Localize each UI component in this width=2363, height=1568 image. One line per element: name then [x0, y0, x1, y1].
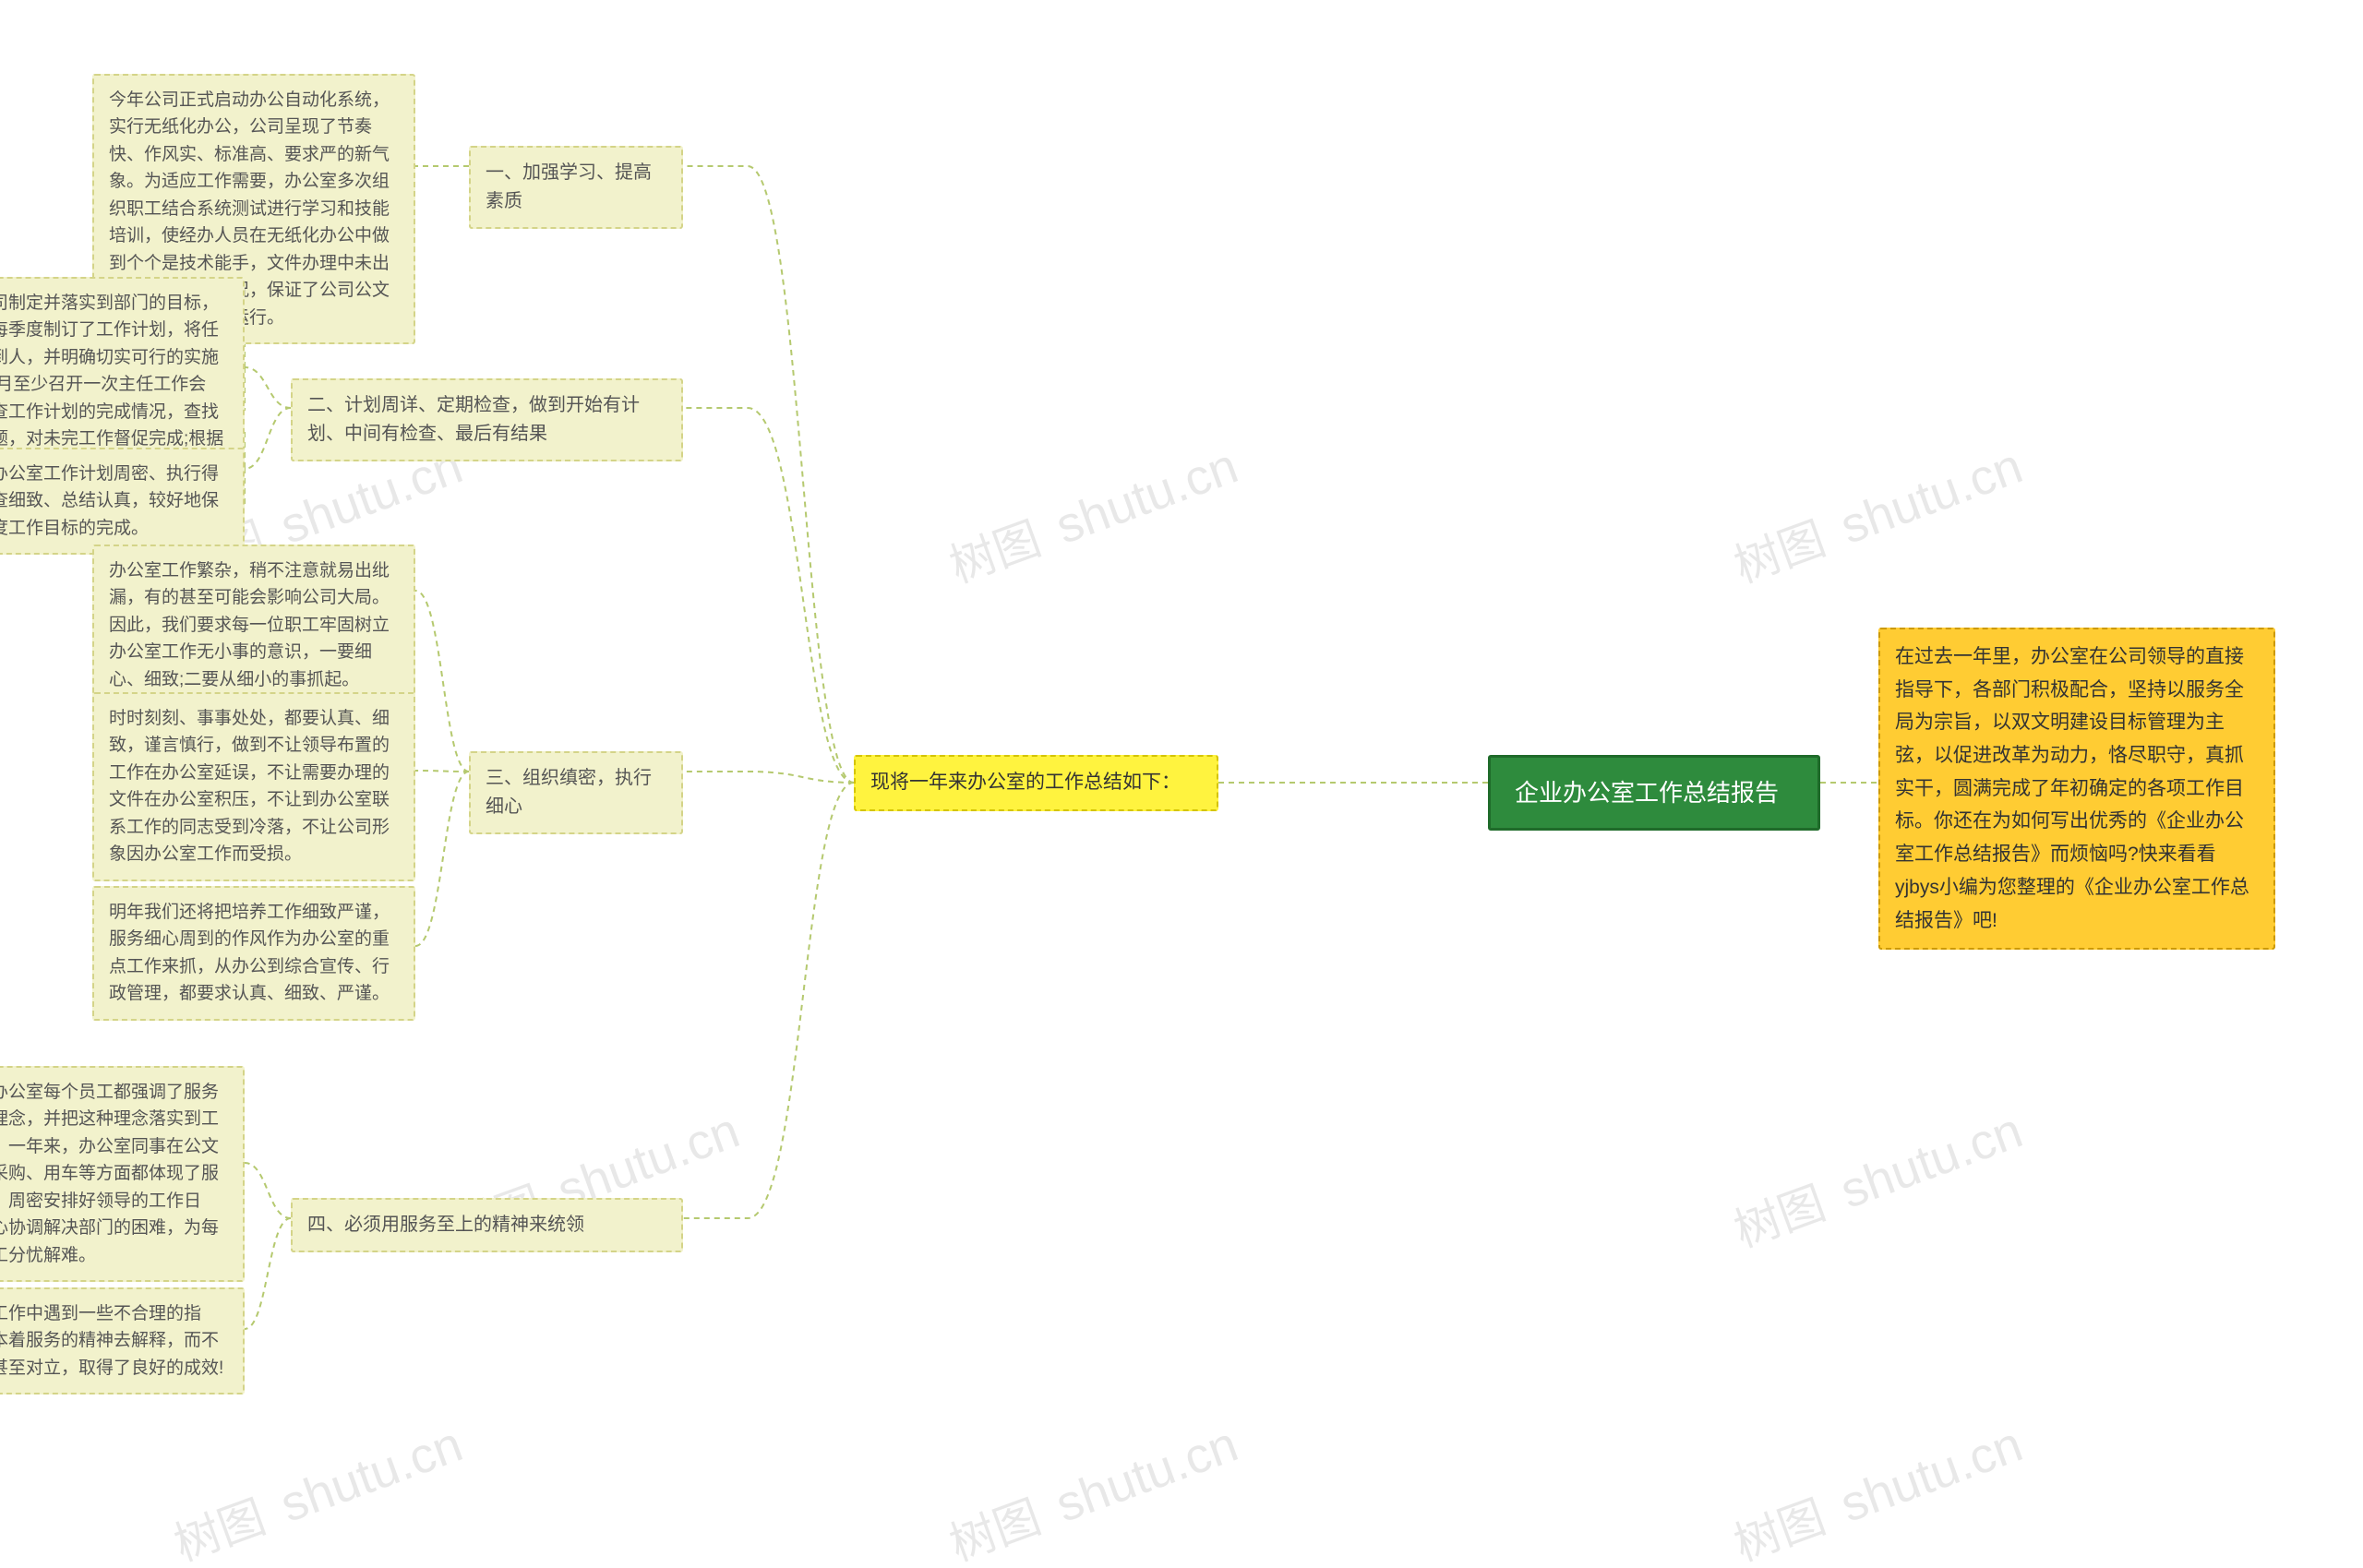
branch-3-leaf-3: 明年我们还将把培养工作细致严谨，服务细心周到的作风作为办公室的重点工作来抓，从办… [92, 886, 415, 1021]
watermark: 树图 shutu.cn [940, 430, 1246, 596]
branch-1[interactable]: 一、加强学习、提高素质 [469, 146, 683, 229]
leaf-text: 时时刻刻、事事处处，都要认真、细致，谨言慎行，做到不让领导布置的工作在办公室延误… [109, 709, 390, 864]
branch-2-leaf-2: 一年来办公室工作计划周密、执行得力、检查细致、总结认真，较好地保证了年度工作目标… [0, 448, 245, 555]
branch-4[interactable]: 四、必须用服务至上的精神来统领 [291, 1198, 683, 1252]
watermark: 树图 shutu.cn [1724, 1095, 2031, 1261]
watermark: 树图 shutu.cn [1724, 1408, 2031, 1568]
root-description: 在过去一年里，办公室在公司领导的直接指导下，各部门积极配合，坚持以服务全局为宗旨… [1878, 628, 2275, 950]
watermark: 树图 shutu.cn [940, 1408, 1246, 1568]
branch-1-label: 一、加强学习、提高素质 [486, 162, 652, 211]
branch-4-leaf-1: 我们对办公室每个员工都强调了服务精神的理念，并把这种理念落实到工作中去。一年来，… [0, 1066, 245, 1282]
description-text: 在过去一年里，办公室在公司领导的直接指导下，各部门积极配合，坚持以服务全局为宗旨… [1895, 646, 2249, 931]
branch-4-label: 四、必须用服务至上的精神来统领 [307, 1215, 584, 1235]
branch-3-leaf-1: 办公室工作繁杂，稍不注意就易出纰漏，有的甚至可能会影响公司大局。因此，我们要求每… [92, 545, 415, 706]
leaf-text: 明年我们还将把培养工作细致严谨，服务细心周到的作风作为办公室的重点工作来抓，从办… [109, 903, 390, 1003]
mindmap-root[interactable]: 企业办公室工作总结报告 [1488, 755, 1820, 831]
branch-3-leaf-2: 时时刻刻、事事处处，都要认真、细致，谨言慎行，做到不让领导布置的工作在办公室延误… [92, 692, 415, 881]
watermark: 树图 shutu.cn [164, 1408, 471, 1568]
branch-3-label: 三、组织缜密，执行细心 [486, 768, 652, 817]
branch-4-leaf-2: 即使在工作中遇到一些不合理的指责，也本着服务的精神去解释，而不是抵触甚至对立，取… [0, 1287, 245, 1394]
sub-label: 现将一年来办公室的工作总结如下： [870, 772, 1181, 793]
branch-2-label: 二、计划周详、定期检查，做到开始有计划、中间有检查、最后有结果 [307, 395, 640, 444]
leaf-text: 我们对办公室每个员工都强调了服务精神的理念，并把这种理念落实到工作中去。一年来，… [0, 1083, 219, 1265]
branch-3[interactable]: 三、组织缜密，执行细心 [469, 751, 683, 834]
sub-heading[interactable]: 现将一年来办公室的工作总结如下： [854, 755, 1218, 811]
root-label: 企业办公室工作总结报告 [1515, 779, 1779, 807]
watermark: 树图 shutu.cn [1724, 430, 2031, 596]
branch-2[interactable]: 二、计划周详、定期检查，做到开始有计划、中间有检查、最后有结果 [291, 378, 683, 461]
leaf-text: 办公室工作繁杂，稍不注意就易出纰漏，有的甚至可能会影响公司大局。因此，我们要求每… [109, 561, 390, 689]
leaf-text: 即使在工作中遇到一些不合理的指责，也本着服务的精神去解释，而不是抵触甚至对立，取… [0, 1304, 223, 1378]
leaf-text: 一年来办公室工作计划周密、执行得力、检查细致、总结认真，较好地保证了年度工作目标… [0, 464, 219, 538]
